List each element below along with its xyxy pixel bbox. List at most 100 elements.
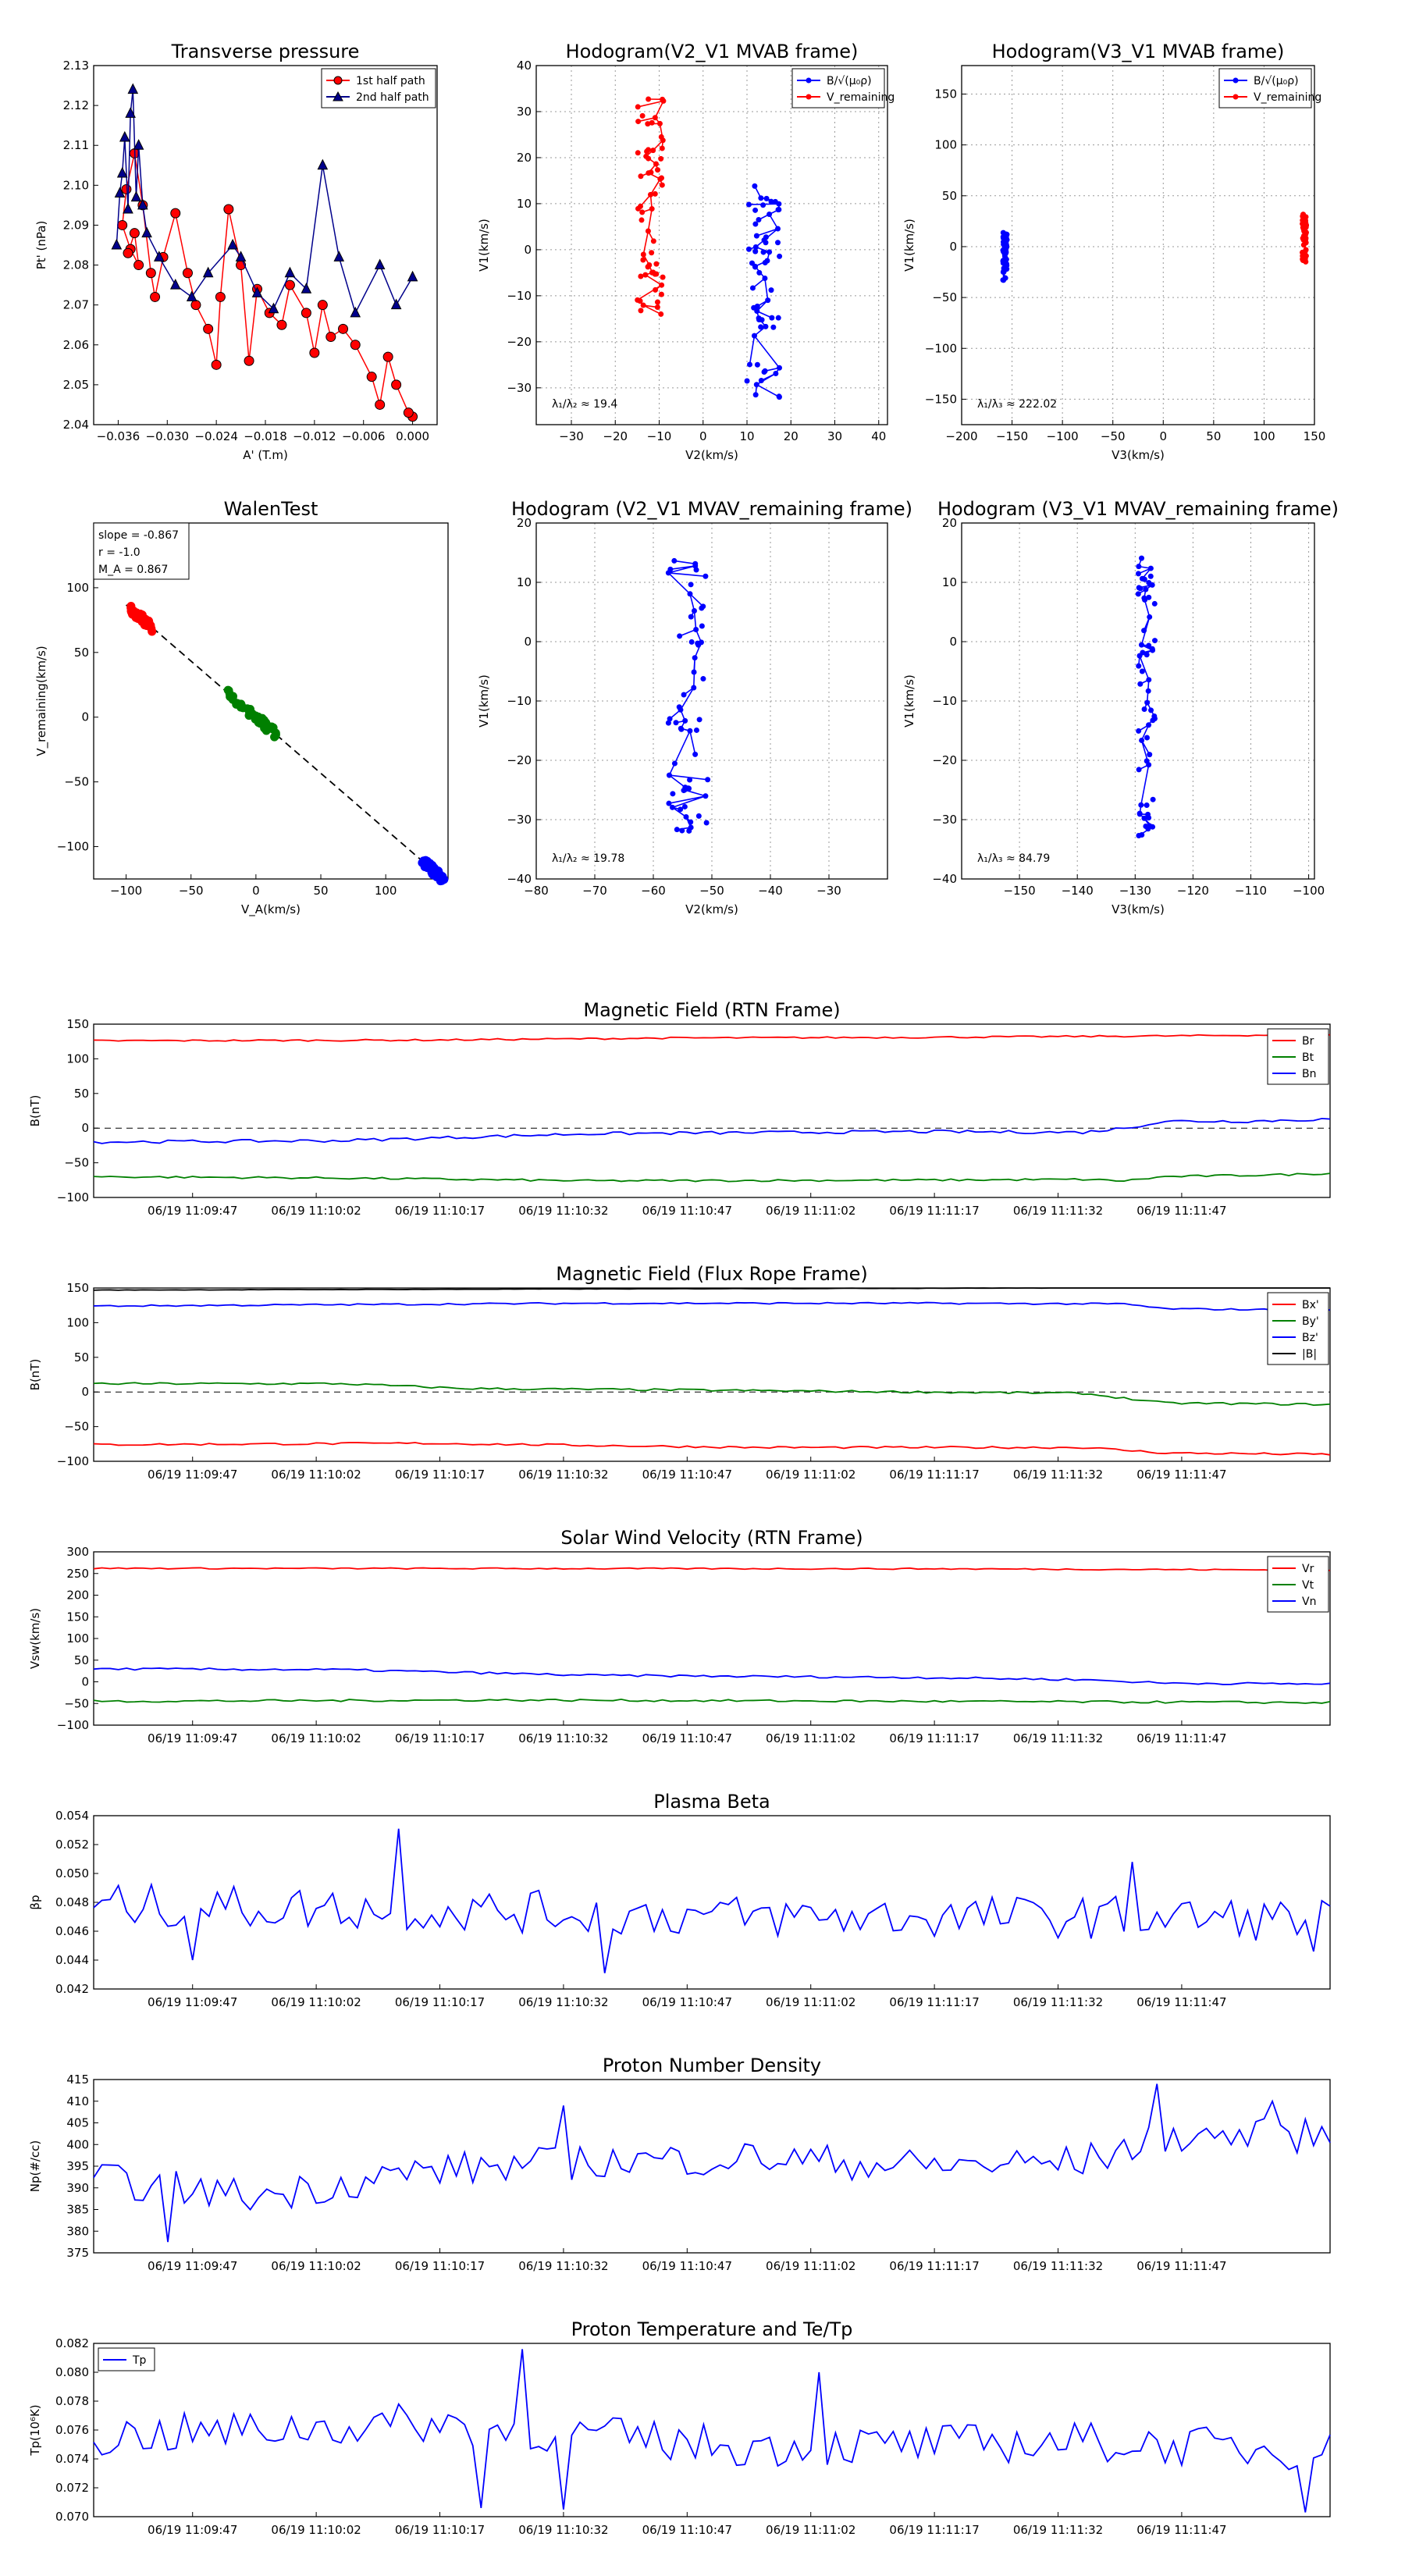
data-point	[775, 240, 781, 246]
data-point	[1146, 580, 1152, 586]
x-tick-label: 06/19 11:11:47	[1136, 1995, 1226, 2009]
data-point	[211, 359, 222, 370]
data-point	[1303, 247, 1309, 253]
data-point	[647, 191, 653, 197]
data-point	[682, 785, 688, 791]
x-tick-label: 06/19 11:11:02	[766, 1204, 855, 1218]
data-point	[127, 83, 139, 94]
stats-box	[93, 522, 190, 580]
x-tick-label: 06/19 11:10:02	[271, 1731, 361, 1745]
x-tick-label: 06/19 11:10:47	[642, 2259, 732, 2273]
y-tick-label: 0	[524, 243, 532, 257]
x-tick-label: 06/19 11:09:47	[148, 1468, 237, 1482]
x-tick-label: 06/19 11:11:32	[1013, 1995, 1103, 2009]
data-point	[658, 291, 664, 297]
data-point	[1148, 707, 1154, 713]
data-point	[1141, 628, 1147, 634]
x-tick-label: 30	[827, 429, 842, 443]
data-point	[777, 253, 783, 259]
y-tick-label: 10	[517, 197, 532, 211]
data-point	[1149, 646, 1155, 652]
data-point	[223, 685, 233, 695]
y-tick-label: 0.050	[55, 1866, 89, 1880]
data-point	[317, 158, 329, 170]
hodo_v2v1_mvav-title: Hodogram (V2_V1 MVAV_remaining frame)	[511, 498, 912, 520]
data-point	[1144, 735, 1150, 741]
data-point	[769, 315, 775, 321]
stats-line: r = -1.0	[98, 546, 140, 559]
y-tick-label: 375	[66, 2246, 89, 2260]
panel-temperature: 0.070 0.072 0.074 0.076 0.078 0.080 0.082 06/19…	[28, 2318, 1331, 2537]
data-point	[637, 203, 643, 209]
y-tick-label: 10	[517, 575, 532, 589]
data-point	[1141, 706, 1147, 713]
data-point	[688, 819, 694, 825]
hodo_v2v1_mvav-ylabel: V1(km/s)	[477, 674, 491, 728]
y-tick-label: 2.08	[63, 258, 89, 272]
x-tick-label: −50	[1101, 429, 1126, 443]
mag_flux-title: Magnetic Field (Flux Rope Frame)	[556, 1263, 867, 1285]
y-tick-label: −20	[507, 335, 532, 349]
hodo_v2v1_mvab-ylabel: V1(km/s)	[477, 219, 491, 272]
legend-label: Vt	[1302, 1579, 1314, 1592]
mag_flux-ylabel: B(nT)	[28, 1359, 42, 1391]
x-tick-label: 06/19 11:11:32	[1013, 1731, 1103, 1745]
x-tick-label: −0.018	[244, 429, 287, 443]
x-tick-label: −130	[1119, 884, 1151, 898]
data-point	[649, 250, 655, 256]
y-tick-label: 0.074	[55, 2452, 89, 2466]
y-tick-label: 0.052	[55, 1838, 89, 1852]
y-tick-label: −30	[932, 813, 957, 827]
x-tick-label: −140	[1062, 884, 1094, 898]
data-point	[677, 633, 683, 639]
data-point	[753, 382, 759, 388]
hodo_v3v1_mvav-ylabel: V1(km/s)	[902, 674, 916, 728]
x-tick-label: 06/19 11:11:47	[1136, 2523, 1226, 2537]
y-tick-label: 50	[74, 1653, 89, 1667]
y-tick-label: −10	[507, 289, 532, 303]
data-point	[747, 361, 753, 368]
x-tick-label: 0	[1160, 429, 1168, 443]
data-point	[1136, 663, 1142, 669]
walen-xlabel: V_A(km/s)	[241, 902, 301, 917]
data-point	[767, 211, 773, 217]
data-point	[691, 607, 697, 614]
x-tick-label: 06/19 11:10:32	[518, 1995, 608, 2009]
x-tick-label: 06/19 11:11:47	[1136, 1204, 1226, 1218]
fit-line	[125, 604, 445, 881]
y-tick-label: 30	[517, 105, 532, 119]
data-point	[1147, 573, 1154, 579]
data-point	[765, 297, 771, 304]
legend-label: Br	[1302, 1035, 1314, 1048]
x-tick-label: 06/19 11:10:02	[271, 2259, 361, 2273]
data-point	[666, 772, 672, 778]
data-point	[403, 407, 414, 418]
legend-marker	[806, 94, 812, 100]
data-point	[660, 96, 666, 102]
x-tick-label: 06/19 11:11:17	[889, 1731, 979, 1745]
y-tick-label: −50	[64, 1156, 89, 1170]
legend-label: 1st half path	[356, 75, 425, 87]
series-Tp	[93, 2349, 1331, 2513]
x-tick-label: 06/19 11:11:17	[889, 2259, 979, 2273]
data-point	[117, 219, 128, 230]
data-point	[639, 209, 646, 215]
data-point	[691, 669, 697, 675]
x-tick-label: −0.036	[97, 429, 140, 443]
data-point	[671, 557, 678, 564]
data-point	[227, 238, 238, 250]
x-tick-label: 100	[1253, 429, 1275, 443]
data-point	[744, 378, 750, 384]
y-tick-label: −30	[507, 381, 532, 395]
data-point	[333, 251, 345, 262]
y-tick-label: 200	[66, 1589, 89, 1603]
y-tick-label: −100	[57, 1190, 89, 1204]
y-tick-label: 0.072	[55, 2481, 89, 2495]
data-point	[350, 306, 361, 318]
data-point	[687, 777, 693, 783]
transverse_pressure-title: Transverse pressure	[171, 41, 360, 62]
data-point	[1136, 767, 1142, 773]
y-tick-label: 50	[74, 1350, 89, 1364]
y-tick-label: −10	[932, 694, 957, 708]
